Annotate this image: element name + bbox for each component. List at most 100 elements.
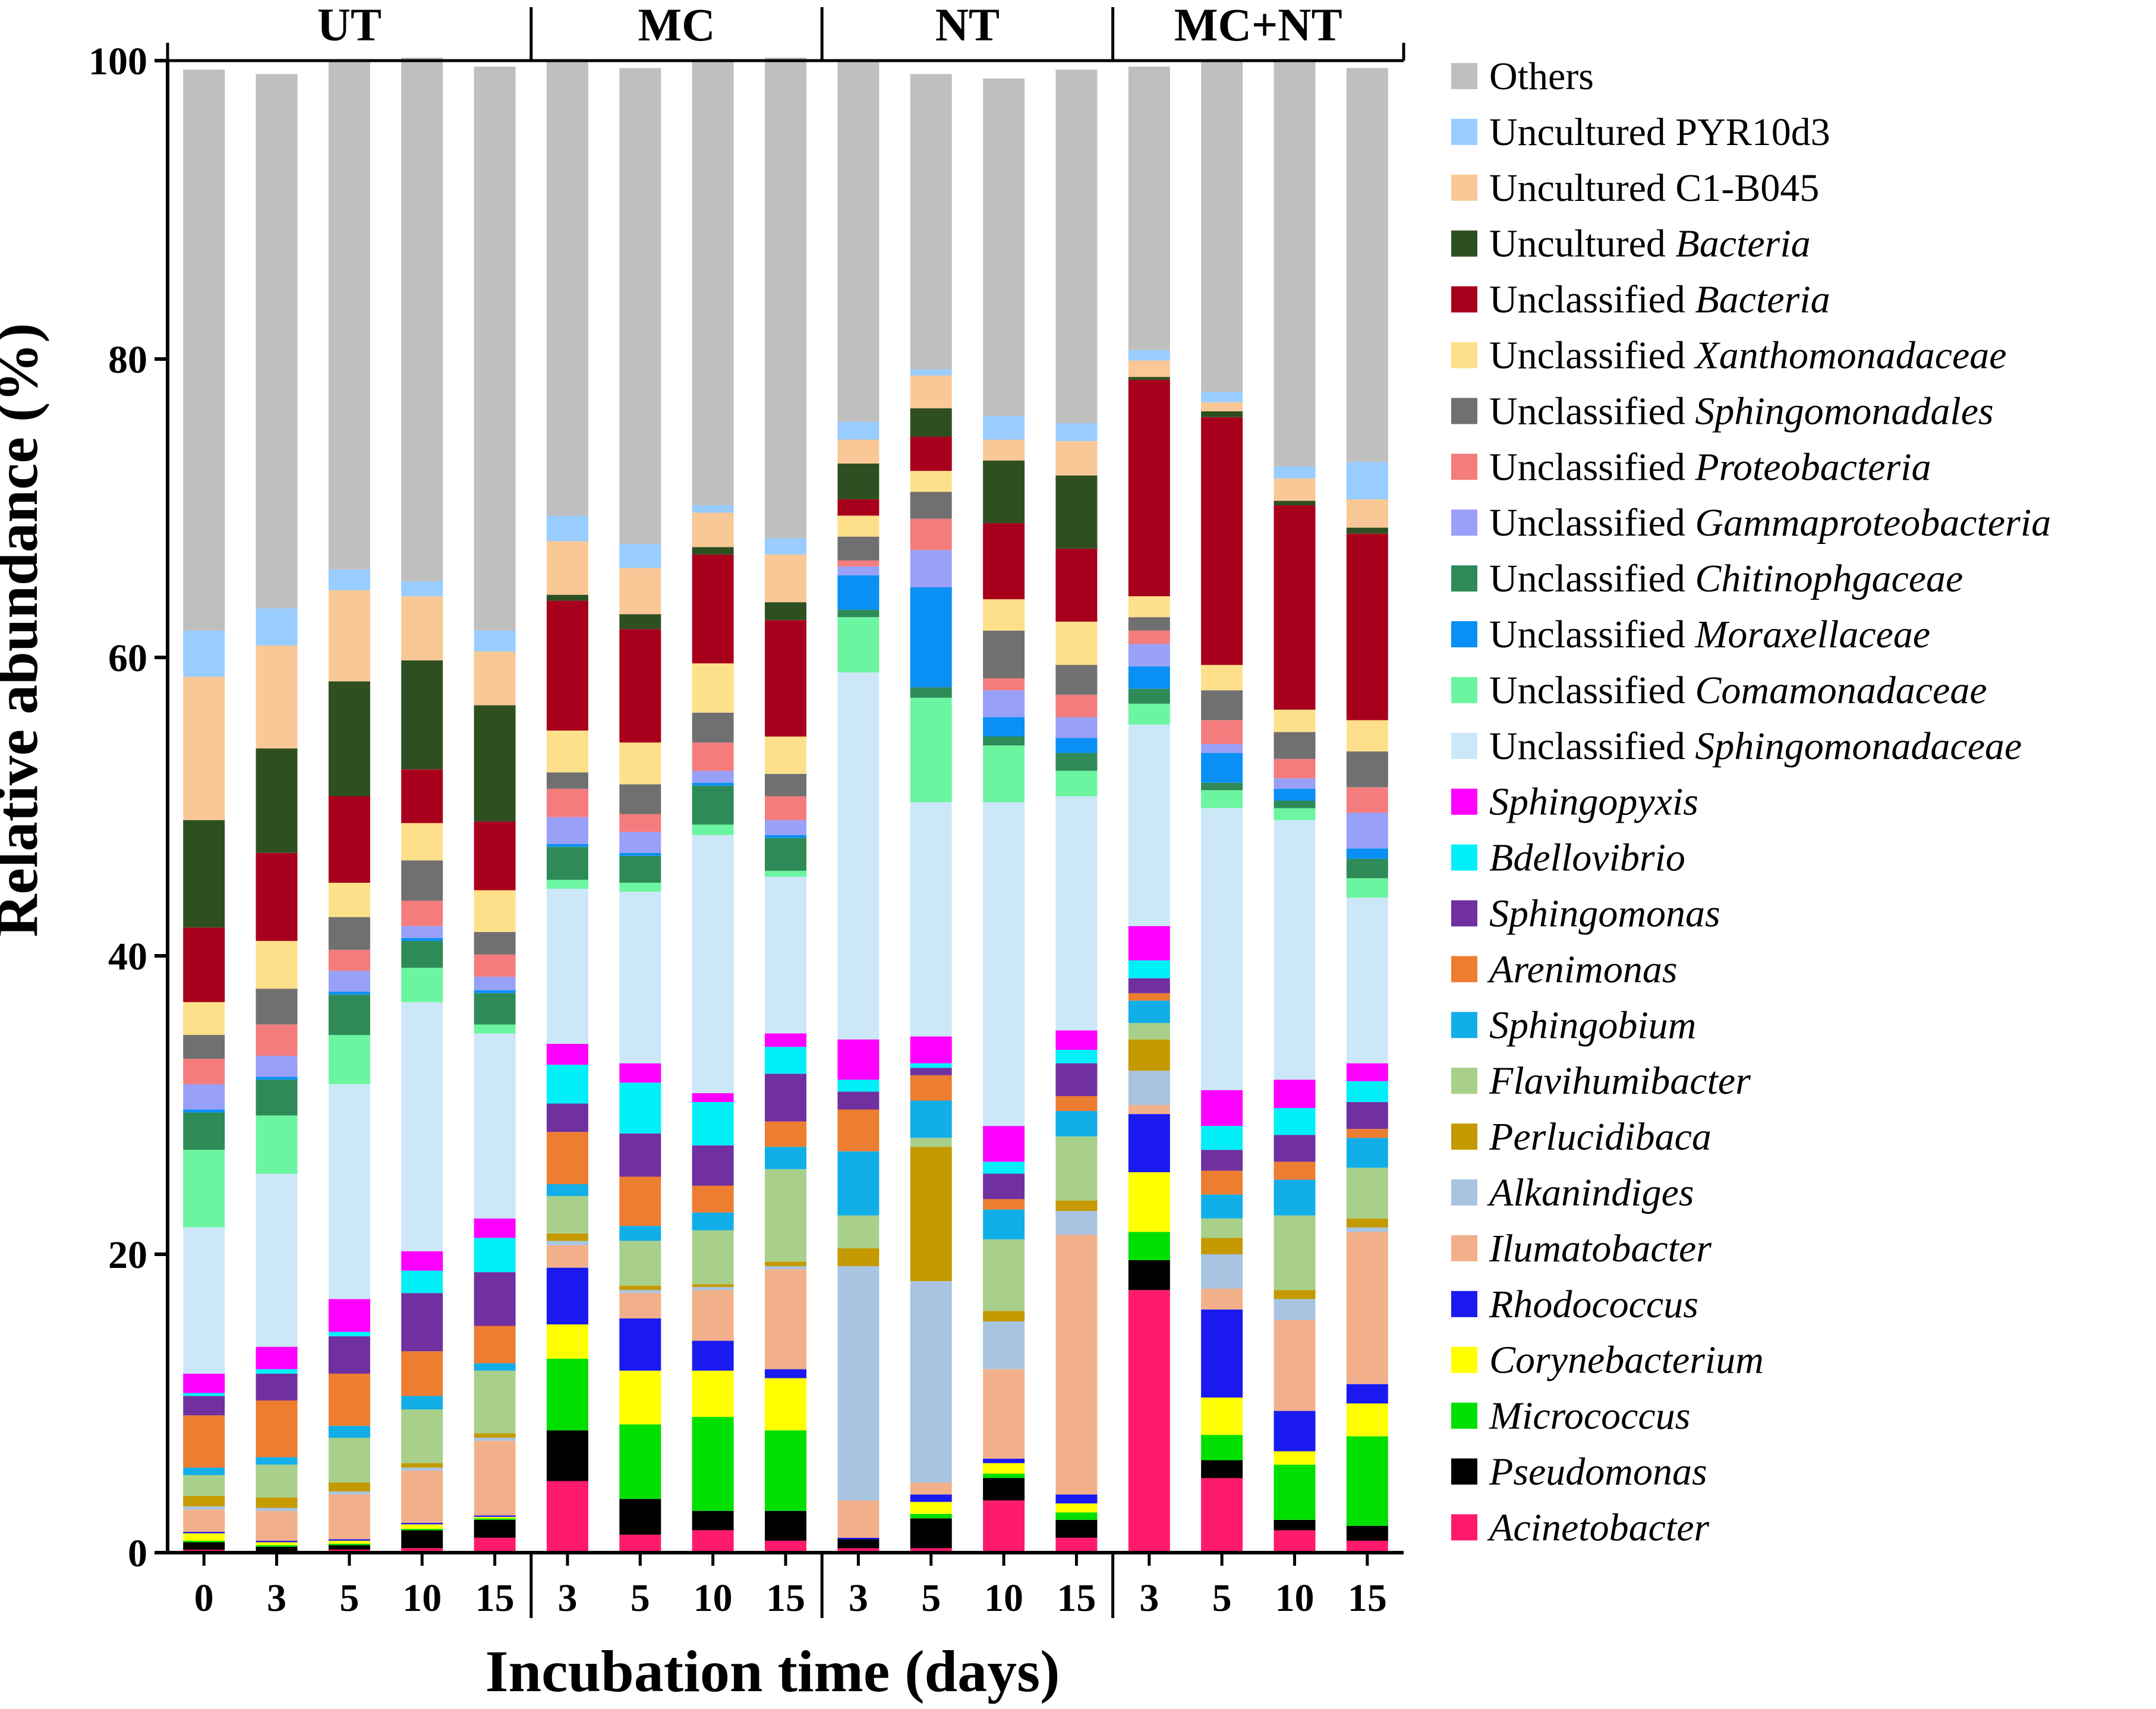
y-tick-label: 20 [108,1233,147,1277]
bar-segment [910,492,952,519]
legend-item: Unclassified Bacteria [1451,278,1830,322]
bar-segment [183,1509,225,1532]
bar-segment [256,748,298,853]
legend-item: Micrococcus [1451,1395,1690,1438]
bar-segment [1346,720,1388,752]
bar-segment [546,1358,588,1431]
bar-segment [328,1373,370,1426]
bar-segment [1346,533,1388,720]
group-label: UT [317,0,382,51]
bar-segment [546,1184,588,1197]
bar-segment [474,931,516,955]
bar-segment [256,1547,298,1551]
x-tick-label: 10 [984,1576,1023,1620]
bar-segment [619,614,661,630]
bar-segment [619,1499,661,1535]
x-axis-title: Incubation time (days) [486,1638,1060,1704]
bar-segment [1346,813,1388,849]
bar-stack [1274,59,1316,1553]
bar-segment [1201,753,1243,783]
bar-segment [1201,808,1243,1090]
bar-segment [1128,644,1170,667]
bar-segment [401,823,443,861]
bar-segment [1201,1194,1243,1219]
bar-segment [765,835,806,838]
legend-item: Acinetobacter [1451,1506,1710,1549]
bar-segment [546,844,588,847]
legend-item: Unclassified Sphingomonadales [1451,389,1994,433]
bar-segment [1055,1512,1098,1520]
bar-segment [328,950,370,971]
bar-segment [692,1370,734,1417]
legend-swatch [1451,118,1477,145]
bar-segment [256,1373,298,1400]
legend-label: Ilumatobacter [1489,1227,1711,1270]
bar-segment [765,737,806,774]
bar-segment [401,1293,443,1352]
legend-item: Unclassified Chitinophgaceae [1451,557,1963,600]
bar-segment [692,1287,734,1291]
bar-segment [256,1497,298,1508]
bar-segment [765,1430,806,1511]
bar-segment [1274,478,1316,501]
bar-segment [619,1424,661,1499]
legend-swatch [1451,174,1477,201]
bar-segment [401,1530,443,1549]
bar-segment [1346,878,1388,898]
bar-segment [401,1351,443,1396]
bar-segment [1055,1519,1098,1538]
bar-segment [692,547,734,555]
bar-segment [474,1218,516,1238]
bar-segment [837,1151,880,1216]
bar-segment [983,1474,1025,1478]
bar-segment [1346,1129,1388,1138]
bar-area [183,58,1388,1553]
bar-segment [546,1065,588,1104]
bar-segment [474,1024,516,1034]
legend-item: Bdellovibrio [1451,836,1685,880]
bar-segment [183,1496,225,1507]
bar-segment [837,536,880,561]
bar-segment [256,1464,298,1498]
bar-segment [256,74,298,609]
bar-segment [401,1002,443,1251]
bar-segment [619,1063,661,1083]
bar-segment [401,1251,443,1271]
bar-segment [1201,1126,1243,1150]
bar-segment [765,1510,806,1541]
bar-segment [692,770,734,783]
bar-segment [401,1463,443,1468]
bar-segment [619,544,661,568]
bar-segment [692,1212,734,1230]
bar-segment [1274,709,1316,732]
bar-segment [692,1185,734,1213]
bar-segment [328,590,370,682]
bar-segment [1128,978,1170,993]
legend-swatch [1451,286,1477,313]
bar-segment [692,1284,734,1288]
bar-segment [1201,1460,1243,1478]
bar-segment [619,629,661,743]
x-tick-label: 15 [1348,1576,1387,1620]
bar-segment [983,1478,1025,1501]
bar-segment [1346,68,1388,462]
bar-segment [546,788,588,817]
legend-swatch [1451,398,1477,424]
bar-segment [1128,993,1170,1001]
bar-segment [546,731,588,773]
bar-segment [401,901,443,926]
legend-item: Flavihumibacter [1451,1059,1751,1103]
bar-segment [837,439,880,464]
legend-label: Unclassified Xanthomonadaceae [1489,334,2007,377]
bar-segment [401,1524,443,1529]
bar-segment [1128,926,1170,961]
bar-segment [1128,67,1170,350]
bar-segment [328,1336,370,1374]
x-tick-label: 3 [1139,1576,1159,1620]
bar-segment [765,1074,806,1122]
bar-segment [546,1245,588,1268]
y-tick-label: 80 [108,338,147,382]
bar-segment [910,518,952,550]
bar-segment [256,1540,298,1543]
